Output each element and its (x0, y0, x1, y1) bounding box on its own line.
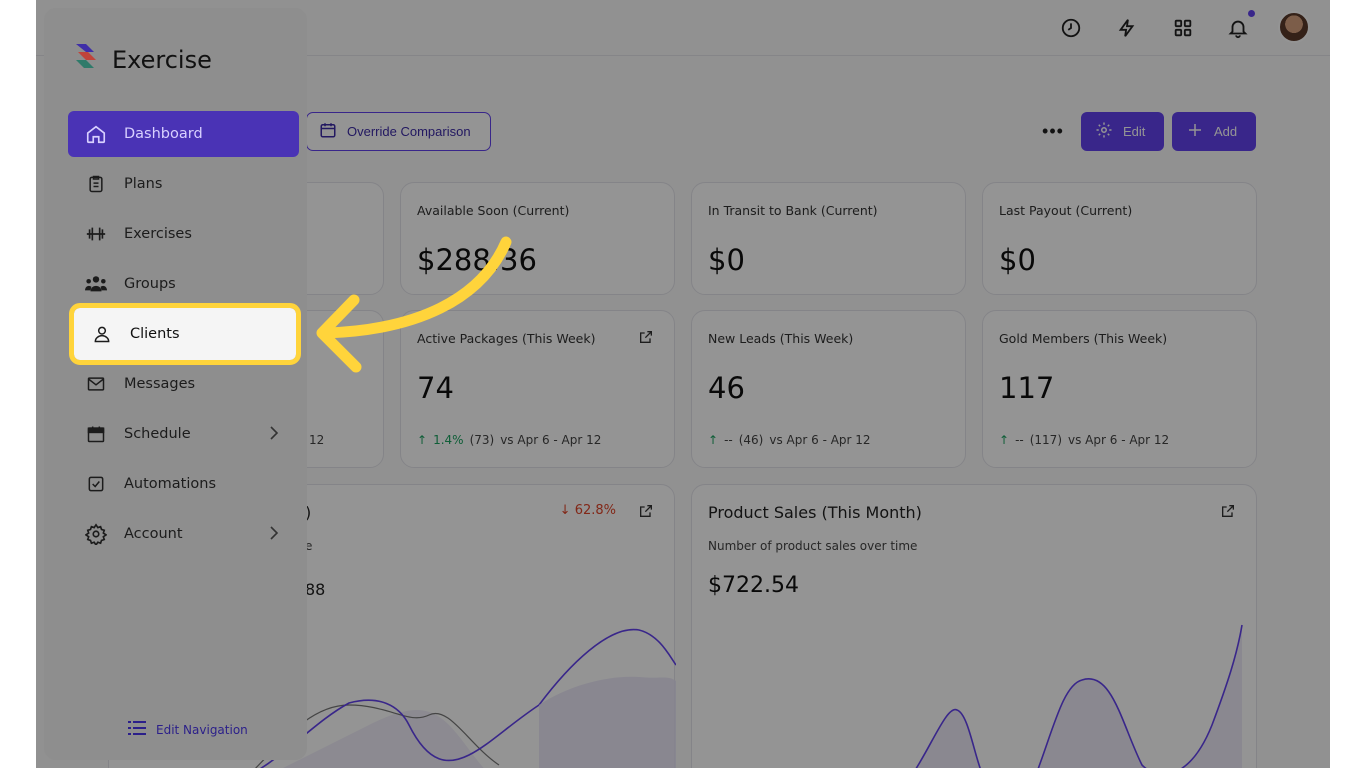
trend-prev: (46) (738, 433, 764, 447)
sidebar: Exercise Dashboard Plans Exercises Group… (44, 8, 307, 760)
chart-title-tail: ) (305, 503, 312, 522)
card-value: $0 (999, 243, 1036, 277)
chart-title: Product Sales (This Month) (708, 503, 922, 522)
sidebar-item-plans[interactable]: Plans (68, 161, 299, 207)
trend-percent: 1.4% (433, 433, 464, 447)
stat-card-in-transit: In Transit to Bank (Current) $0 (691, 182, 966, 295)
trend-range: vs Apr 6 - Apr 12 (500, 433, 602, 447)
card-value: 117 (999, 371, 1055, 405)
trend-percent: -- (1015, 433, 1024, 447)
plus-icon (1186, 121, 1204, 142)
card-label: Last Payout (Current) (999, 203, 1133, 218)
arrow-up-icon: ↑ (999, 433, 1010, 447)
chart-subtitle-tail: e (305, 539, 313, 553)
arrow-up-icon: ↑ (708, 433, 719, 447)
notification-dot (1248, 10, 1255, 17)
add-label: Add (1214, 124, 1238, 139)
sidebar-item-schedule[interactable]: Schedule (68, 411, 299, 457)
range-tail: 12 (309, 433, 325, 447)
avatar[interactable] (1278, 11, 1310, 43)
clipboard-icon (84, 172, 108, 196)
stat-card-gold-members: Gold Members (This Week) 117 ↑ -- (117) … (982, 310, 1257, 468)
sidebar-item-label: Clients (130, 326, 180, 342)
chevron-right-icon (270, 426, 279, 440)
trend-range: vs Apr 6 - Apr 12 (769, 433, 871, 447)
app-window: Override Comparison ••• Edit Add Availab… (36, 0, 1330, 768)
card-label: Gold Members (This Week) (999, 331, 1168, 346)
sidebar-item-label: Messages (124, 376, 196, 392)
card-label: In Transit to Bank (Current) (708, 203, 878, 218)
external-link-icon[interactable] (638, 503, 654, 519)
add-button[interactable]: Add (1172, 112, 1256, 151)
edit-button[interactable]: Edit (1081, 112, 1164, 151)
card-trend: ↑ -- (117) vs Apr 6 - Apr 12 (999, 433, 1169, 447)
more-options-button[interactable]: ••• (1042, 120, 1064, 141)
trend-percent: -- (724, 433, 733, 447)
sidebar-item-label: Schedule (124, 426, 191, 442)
arrow-down-icon: ↓ (559, 503, 571, 518)
chart-change: ↓ 62.8% (560, 503, 616, 518)
gear-icon (84, 522, 108, 546)
external-link-icon[interactable] (1220, 503, 1236, 519)
card-trend: ↑ -- (46) vs Apr 6 - Apr 12 (708, 433, 871, 447)
app-logo (76, 44, 96, 68)
trend-range: vs Apr 6 - Apr 12 (1068, 433, 1170, 447)
trend-prev: (117) (1029, 433, 1063, 447)
external-link-icon[interactable] (638, 329, 654, 345)
card-value: $0 (708, 243, 745, 277)
dumbbell-icon (84, 222, 108, 246)
edit-label: Edit (1123, 124, 1146, 139)
sidebar-item-dashboard[interactable]: Dashboard (68, 111, 299, 157)
home-icon (84, 122, 108, 146)
sidebar-item-label: Automations (124, 476, 217, 492)
calendar-icon (84, 422, 108, 446)
edit-navigation-link[interactable]: Edit Navigation (128, 720, 248, 739)
sidebar-item-automations[interactable]: Automations (68, 461, 299, 507)
gear-icon (1095, 121, 1113, 142)
lightning-icon[interactable] (1114, 15, 1140, 41)
app-title: Exercise (112, 46, 212, 74)
list-icon (128, 720, 146, 739)
sidebar-item-label: Plans (124, 176, 163, 192)
card-trend: ↑ 1.4% (73) vs Apr 6 - Apr 12 (417, 433, 601, 447)
mail-icon (84, 372, 108, 396)
sidebar-item-messages[interactable]: Messages (68, 361, 299, 407)
user-icon (90, 322, 114, 346)
users-icon (84, 272, 108, 296)
history-icon[interactable] (1058, 15, 1084, 41)
sidebar-item-label: Groups (124, 276, 176, 292)
apps-grid-icon[interactable] (1170, 15, 1196, 41)
card-value: 46 (708, 371, 745, 405)
sidebar-item-account[interactable]: Account (68, 511, 299, 557)
chart-change-value: 62.8% (574, 503, 616, 518)
chart-value-tail: 88 (305, 580, 326, 599)
chart-value: $722.54 (708, 573, 799, 598)
arrow-up-icon: ↑ (417, 433, 428, 447)
checkbox-icon (84, 472, 108, 496)
card-label: Available Soon (Current) (417, 203, 570, 218)
calendar-icon (319, 121, 337, 142)
chevron-right-icon (270, 526, 279, 540)
stat-card-new-leads: New Leads (This Week) 46 ↑ -- (46) vs Ap… (691, 310, 966, 468)
sidebar-item-exercises[interactable]: Exercises (68, 211, 299, 257)
trend-prev: (73) (469, 433, 495, 447)
sidebar-item-label: Account (124, 526, 183, 542)
left-chart-lines (255, 628, 676, 768)
product-chart-lines (915, 624, 1243, 768)
card-value: 74 (417, 371, 454, 405)
chart-card-product-sales: Product Sales (This Month) Number of pro… (691, 484, 1257, 768)
chart-subtitle: Number of product sales over time (708, 539, 918, 553)
sidebar-item-label: Exercises (124, 226, 192, 242)
stat-card-last-payout: Last Payout (Current) $0 (982, 182, 1257, 295)
card-label: New Leads (This Week) (708, 331, 854, 346)
bell-icon[interactable] (1225, 15, 1251, 41)
sidebar-item-clients[interactable]: Clients (69, 303, 301, 365)
sidebar-item-groups[interactable]: Groups (68, 261, 299, 307)
edit-navigation-label: Edit Navigation (156, 722, 248, 737)
override-comparison-label: Override Comparison (347, 124, 471, 139)
sidebar-item-label: Dashboard (124, 126, 203, 142)
